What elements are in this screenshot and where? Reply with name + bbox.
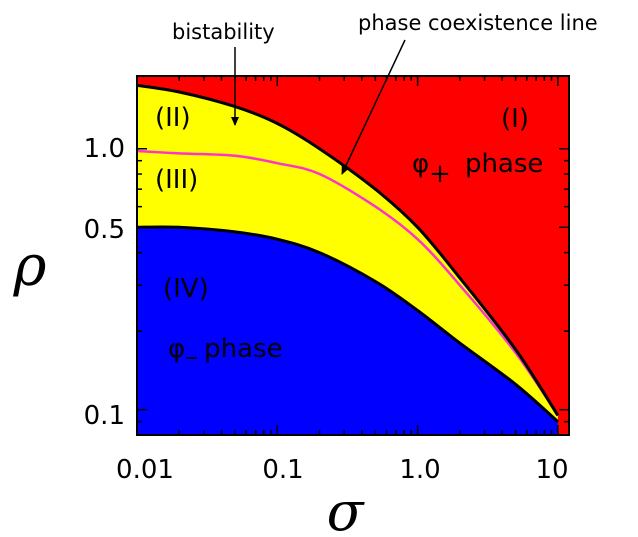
y-tick-label-2: 1.0	[84, 134, 125, 164]
phase-minus-word: phase	[204, 334, 282, 364]
region-label-III: (III)	[155, 165, 198, 195]
region-IV-fill	[137, 226, 558, 435]
phase-plus-symbol: φ	[412, 149, 429, 179]
x-tick-label-3: 10	[535, 455, 568, 485]
annotation-phase-coexistence: phase coexistence line	[358, 11, 598, 35]
phase-minus-label: φ– phase	[168, 334, 283, 372]
x-tick-label-1: 0.1	[262, 455, 303, 485]
y-tick-label-1: 0.5	[84, 215, 125, 245]
plot-frame	[136, 75, 570, 436]
phase-plus-label: φ+ phase	[412, 149, 543, 189]
phase-plus-word: phase	[465, 149, 543, 179]
upper-boundary-curve	[137, 83, 560, 417]
x-tick-label-0: 0.01	[116, 455, 174, 485]
lower-boundary-curve	[137, 225, 559, 423]
axis-ticks	[136, 76, 569, 436]
x-axis-label: σ	[327, 480, 366, 537]
phase-coexistence-arrow	[341, 39, 406, 175]
x-tick-label-2: 1.0	[399, 455, 440, 485]
y-tick-label-0: 0.1	[84, 401, 125, 431]
annotation-bistability: bistability	[172, 20, 275, 44]
region-label-I: (I)	[501, 104, 529, 134]
phase-plus-subscript: +	[429, 159, 451, 189]
phase-minus-symbol: φ	[168, 334, 185, 364]
y-axis-label: ρ	[13, 234, 47, 299]
region-label-II: (II)	[155, 103, 191, 133]
phase-minus-subscript: –	[185, 342, 198, 372]
phase-coexistence-line	[137, 149, 559, 417]
region-label-IV: (IV)	[163, 274, 209, 304]
